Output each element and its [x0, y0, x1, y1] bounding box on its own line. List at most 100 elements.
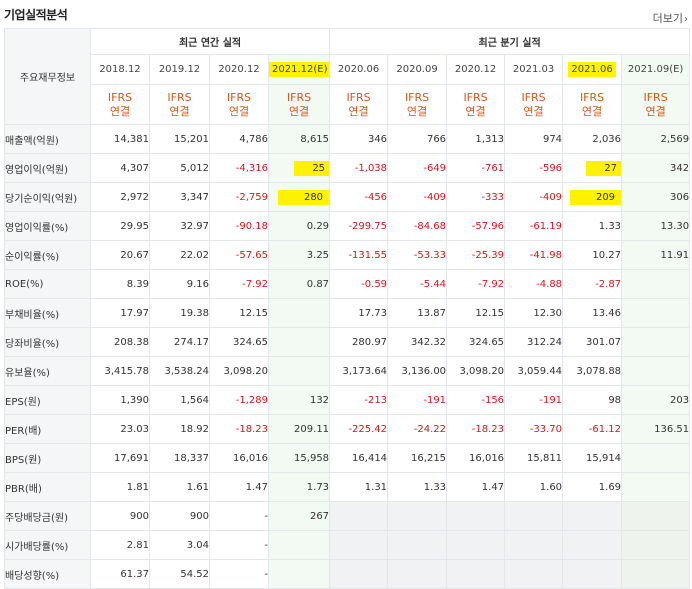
value-cell	[562, 530, 623, 560]
consolidation-label: 연결	[645, 104, 666, 118]
value-cell: 15,914	[562, 443, 623, 473]
value-cell	[267, 327, 331, 357]
more-link-label: 더보기	[652, 12, 683, 25]
value-cell: -1,289	[209, 385, 269, 415]
value-cell: 17,691	[90, 443, 150, 473]
value-cell: -409	[504, 182, 564, 212]
annual-group-header: 최근 연간 실적	[89, 28, 331, 55]
row-label: 매출액(억원)	[4, 124, 91, 154]
period-label: 2020.06	[337, 64, 380, 75]
value-cell: -156	[446, 385, 506, 415]
value-cell: 974	[504, 124, 564, 154]
value-cell: 29.95	[90, 211, 150, 241]
highlighted-value: 209	[569, 189, 621, 205]
value-cell: -41.98	[504, 240, 564, 270]
consolidation-label: 연결	[581, 104, 603, 118]
table-row: 당기순이익(억원) 2,972 3,347 -2,759 280 -456 -409 -333…	[4, 182, 691, 212]
accounting-standard: IFRS 연결	[149, 84, 210, 125]
value-cell: 324.65	[209, 327, 269, 357]
value-cell: 267	[267, 501, 331, 531]
table-row: 순이익률(%) 20.67 22.02 -57.65 3.25 -131.55 -53.33…	[4, 240, 691, 270]
value-cell: 13.87	[387, 298, 448, 328]
section-header: 기업실적분석 더보기›	[0, 0, 692, 30]
table-row: 매출액(억원) 14,381 15,201 4,786 8,615 346 766 1,313…	[4, 124, 691, 154]
accounting-standard: IFRS 연결	[267, 84, 331, 125]
consolidation-label: 연결	[523, 104, 544, 118]
value-cell: 25	[267, 153, 331, 183]
value-cell: -333	[446, 182, 506, 212]
period-label: 2020.09	[396, 64, 438, 75]
value-cell: 1.61	[149, 472, 210, 502]
value-cell	[562, 559, 623, 589]
value-cell: 98	[562, 385, 623, 415]
value-cell	[621, 472, 691, 502]
value-cell	[621, 501, 691, 531]
accounting-standard: IFRS 연결	[329, 84, 389, 125]
value-cell: 3,098.20	[209, 356, 269, 386]
section-title: 기업실적분석	[4, 8, 68, 22]
value-cell: 12.15	[446, 298, 506, 328]
table-row: 당좌비율(%) 208.38 274.17 324.65 280.97 342.32 324…	[4, 327, 691, 357]
value-cell: 54.52	[149, 559, 210, 589]
value-cell: 13.30	[621, 211, 691, 241]
value-cell: 13.46	[562, 298, 623, 328]
value-cell: 3,415.78	[90, 356, 150, 386]
value-cell: 1.60	[504, 472, 564, 502]
period-label: 2021.09(E)	[627, 64, 684, 75]
accounting-label: IFRS	[346, 90, 371, 104]
period-header: 2020.06	[329, 54, 389, 85]
value-cell: 15,811	[504, 443, 564, 473]
highlighted-value: 27	[586, 160, 621, 176]
value-cell: 1.47	[446, 472, 506, 502]
value-cell: -456	[329, 182, 389, 212]
value-cell: -	[209, 559, 269, 589]
value-cell: -409	[387, 182, 448, 212]
table-row: BPS(원) 17,691 18,337 16,016 15,958 16,414 16,2…	[4, 443, 691, 473]
period-label: 2019.12	[158, 64, 201, 75]
period-header: 2019.12	[149, 54, 210, 85]
table-row: 영업이익(억원) 4,307 5,012 -4,316 25 -1,038 -649 -761…	[4, 153, 691, 183]
period-header: 2020.12	[209, 54, 269, 85]
period-header: 2021.06	[562, 54, 623, 85]
value-cell: 4,307	[90, 153, 150, 183]
accounting-label: IFRS	[167, 90, 192, 104]
value-cell: 306	[621, 182, 691, 212]
more-link[interactable]: 더보기›	[653, 10, 688, 26]
table-row: 유보율(%) 3,415.78 3,538.24 3,098.20 3,173.64 3,…	[4, 356, 691, 386]
consolidation-label: 연결	[109, 104, 131, 118]
accounting-label: IFRS	[643, 90, 668, 104]
value-cell: -	[209, 501, 269, 531]
value-cell: -5.44	[387, 269, 448, 299]
value-cell	[504, 559, 564, 589]
period-header: 2020.12	[446, 54, 506, 85]
period-header: 2020.09	[387, 54, 448, 85]
value-cell: -761	[446, 153, 506, 183]
value-cell: 1.81	[90, 472, 150, 502]
value-cell	[504, 501, 564, 531]
row-label: 당좌비율(%)	[4, 327, 91, 357]
value-cell: 2,036	[562, 124, 623, 154]
value-cell: 2,972	[90, 182, 150, 212]
value-cell: 0.29	[267, 211, 331, 241]
value-cell	[329, 530, 389, 560]
value-cell: -24.22	[387, 414, 448, 444]
period-label: 2020.12	[454, 64, 497, 75]
value-cell: 1,313	[446, 124, 506, 154]
accounting-standard: IFRS 연결	[90, 84, 150, 125]
value-cell: 3.04	[149, 530, 210, 560]
value-cell: 342.32	[387, 327, 448, 357]
value-cell	[387, 501, 448, 531]
row-label: 배당성향(%)	[4, 559, 91, 589]
value-cell: 0.87	[267, 269, 331, 299]
value-cell: 3,098.20	[446, 356, 506, 386]
accounting-standard: IFRS 연결	[562, 84, 623, 125]
consolidation-label: 연결	[228, 104, 250, 118]
row-label: 영업이익(억원)	[4, 153, 91, 183]
value-cell: 16,414	[329, 443, 389, 473]
value-cell: 15,958	[267, 443, 331, 473]
value-cell	[387, 530, 448, 560]
value-cell: 132	[267, 385, 331, 415]
quarterly-group-header: 최근 분기 실적	[329, 28, 691, 55]
value-cell: 900	[149, 501, 210, 531]
value-cell: 1.73	[267, 472, 331, 502]
